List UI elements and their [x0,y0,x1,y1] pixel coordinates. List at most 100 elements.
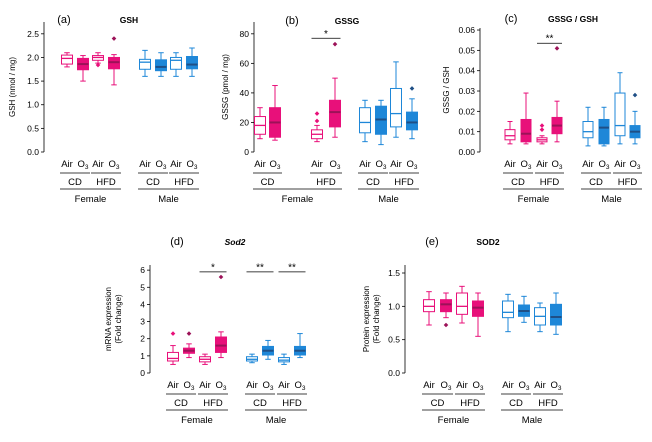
y-axis-label: mRNA expression [104,287,113,351]
y-tick-label: 6 [140,265,145,275]
box-body [139,58,151,70]
diet-label: HFD [174,177,194,188]
group-label-air: Air [139,159,151,170]
box-female-o3-cd [440,292,452,328]
outlier-point [443,322,449,328]
outlier-point [95,62,101,68]
box-male-o3-cd [155,52,167,77]
y-tick-label: 1.0 [27,100,39,110]
box-male-air-hfd [534,302,546,333]
group-label-air: Air [534,380,546,391]
outlier-point [186,331,192,336]
box-body [170,56,182,70]
y-axis-label: GSH (nmol / mg) [8,57,17,117]
group-label-air: Air [170,159,182,170]
group-label-o3: O3 [183,380,194,392]
panel-a: (a) GSH 0.0 0.5 1.0 1.5 2.0 2.5 GSH (nmol / mg) A… [8,14,199,205]
diet-label: CD [261,177,275,188]
panel-label: (e) [425,236,438,248]
box-body [329,99,341,128]
group-label-o3: O3 [375,159,386,171]
panel-label: (a) [57,14,70,26]
group-label-o3-subscript: 3 [480,385,484,392]
y-tick-label: 0.5 [388,335,400,345]
group-label-o3: O3 [155,159,166,171]
box-body [582,121,594,139]
y-tick-label: 5 [140,282,145,292]
y-axis-label: (Fold change) [372,294,381,344]
y-tick-label: 3 [140,317,145,327]
box-male-o3-cd [598,106,610,147]
group-label-o3-subscript: 3 [85,164,89,171]
box-body [406,111,418,131]
outlier-point [170,331,176,336]
outlier-point [314,111,320,116]
group-label-o3-subscript: 3 [302,385,306,392]
y-axis-label: GSSG / GSH [442,66,451,113]
y-tick-label: 1.5 [388,268,400,278]
y-tick-label: 0.0 [388,368,400,378]
box-male-o3-cd [518,295,530,323]
group-label-o3-subscript: 3 [270,385,274,392]
outlier-point [632,92,638,98]
sex-label: Female [282,194,314,205]
significance-label: * [211,262,215,273]
group-label-o3-subscript: 3 [559,164,563,171]
diet-label: CD [68,177,82,188]
group-label-o3-subscript: 3 [526,385,530,392]
box-female-o3-cd [269,85,281,141]
box-body [502,300,514,319]
group-label-air: Air [199,380,211,391]
box-male-air-hfd [278,353,290,365]
box-male-air-cd [502,293,514,333]
sex-label: Female [75,194,107,205]
group-label-o3-subscript: 3 [194,164,198,171]
panel-label: (c) [505,13,518,25]
y-tick-label: 4 [140,299,145,309]
diet-label: CD [589,177,603,188]
y-tick-label: 0.0 [27,147,39,157]
y-tick-label: 1.0 [388,301,400,311]
group-label-o3-subscript: 3 [163,164,167,171]
diet-label: HFD [538,398,558,409]
chart-title: Sod2 [225,237,246,247]
group-label-o3-subscript: 3 [383,164,387,171]
group-label-o3: O3 [108,159,119,171]
box-male-o3-hfd [294,333,306,359]
box-body [61,54,73,65]
box-female-o3-hfd [472,292,484,337]
box-female-o3-hfd [329,41,341,138]
significance-label: ** [256,262,264,273]
panel-d: (d) Sod2 0 1 2 3 4 5 6 mRNA expression (Fold chang… [104,236,307,426]
box-female-air-hfd [199,353,211,365]
box-body [550,303,562,326]
box-male-air-hfd [170,52,182,77]
group-label-o3-subscript: 3 [223,385,227,392]
box-body [520,118,532,143]
group-label-o3-subscript: 3 [528,164,532,171]
box-male-air-cd [139,49,151,77]
box-body [390,87,402,128]
box-male-o3-hfd [186,47,198,77]
box-female-o3-cd [520,92,532,145]
group-label-o3: O3 [629,159,640,171]
box-female-air-cd [423,291,435,326]
diet-label: HFD [282,398,302,409]
group-label-o3: O3 [598,159,609,171]
group-label-air: Air [582,159,594,170]
box-female-air-cd [167,331,179,365]
outlier-point [539,127,545,132]
group-label-o3: O3 [186,159,197,171]
group-label-o3: O3 [215,380,226,392]
y-tick-label: 0.04 [458,66,475,76]
group-label-o3: O3 [262,380,273,392]
group-label-air: Air [311,159,323,170]
box-female-air-hfd [456,285,468,324]
panel-label: (b) [285,15,298,27]
group-label-air: Air [423,380,435,391]
box-body [167,351,179,362]
group-label-o3-subscript: 3 [606,164,610,171]
y-tick-label: 2 [140,334,145,344]
